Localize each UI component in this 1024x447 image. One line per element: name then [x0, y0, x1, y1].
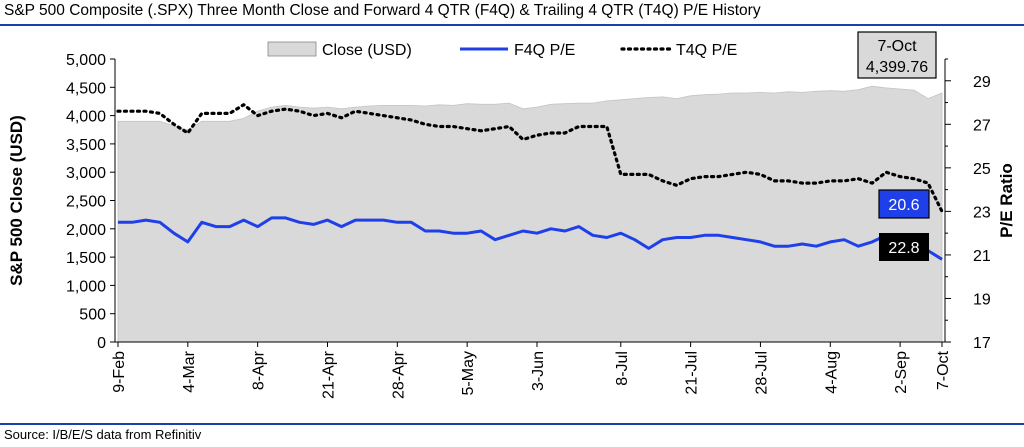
close-callout-box — [857, 31, 937, 79]
right-tick-label: 27 — [973, 117, 991, 134]
x-tick-label: 21-Jul — [684, 351, 701, 395]
y-axis-right-title: P/E Ratio — [997, 163, 1016, 238]
legend-close-swatch — [267, 41, 317, 57]
close-area — [117, 85, 943, 343]
x-tick-label: 4-Mar — [181, 350, 198, 392]
x-tick-label: 28-Jul — [753, 351, 770, 395]
left-tick-label: 1,500 — [66, 250, 106, 267]
legend-t4q-label: T4Q P/E — [676, 42, 737, 59]
t4q-value-box — [879, 233, 929, 261]
left-tick-label: 4,000 — [66, 109, 106, 126]
x-tick-label: 7-Oct — [935, 350, 952, 390]
right-tick-label: 17 — [973, 335, 991, 352]
left-tick-label: 2,500 — [66, 194, 106, 211]
left-tick-label: 4,500 — [66, 80, 106, 97]
legend-f4q-label: F4Q P/E — [514, 42, 575, 59]
f4q-value-label: 20.6 — [888, 197, 919, 214]
close-callout-date: 7-Oct — [877, 38, 917, 55]
x-tick-label: 28-Apr — [390, 350, 407, 399]
x-tick-label: 8-Jul — [614, 351, 631, 386]
left-tick-label: 500 — [79, 307, 106, 324]
y-axis-left-title: S&P 500 Close (USD) — [7, 115, 26, 286]
t4q-pe-line — [116, 103, 944, 213]
x-tick-label: 4-Aug — [823, 351, 840, 394]
footer-rule — [0, 423, 1024, 425]
source-note: Source: I/B/E/S data from Refinitiv — [4, 427, 202, 442]
left-tick-label: 1,000 — [66, 278, 106, 295]
t4q-value-label: 22.8 — [888, 240, 919, 257]
chart-title: S&P 500 Composite (.SPX) Three Month Clo… — [4, 2, 761, 19]
left-tick-label: 5,000 — [66, 52, 106, 69]
right-tick-label: 23 — [973, 204, 991, 221]
x-tick-label: 9-Feb — [111, 351, 128, 393]
x-tick-label: 5-May — [460, 351, 477, 395]
f4q-value-box — [878, 189, 930, 219]
left-tick-label: 0 — [97, 335, 106, 352]
left-tick-label: 2,000 — [66, 222, 106, 239]
x-tick-label: 21-Apr — [320, 350, 337, 399]
close-callout-value: 4,399.76 — [866, 59, 928, 76]
x-tick-label: 3-Jun — [530, 351, 547, 391]
left-tick-label: 3,500 — [66, 137, 106, 154]
right-tick-label: 25 — [973, 161, 991, 178]
right-tick-label: 21 — [973, 248, 991, 265]
right-tick-label: 19 — [973, 291, 991, 308]
legend-close-label: Close (USD) — [322, 42, 412, 59]
title-rule — [0, 24, 1024, 26]
x-tick-label: 2-Sep — [893, 351, 910, 394]
x-tick-label: 8-Apr — [251, 350, 268, 390]
left-tick-label: 3,000 — [66, 165, 106, 182]
f4q-pe-line — [118, 216, 943, 261]
right-tick-label: 29 — [973, 74, 991, 91]
